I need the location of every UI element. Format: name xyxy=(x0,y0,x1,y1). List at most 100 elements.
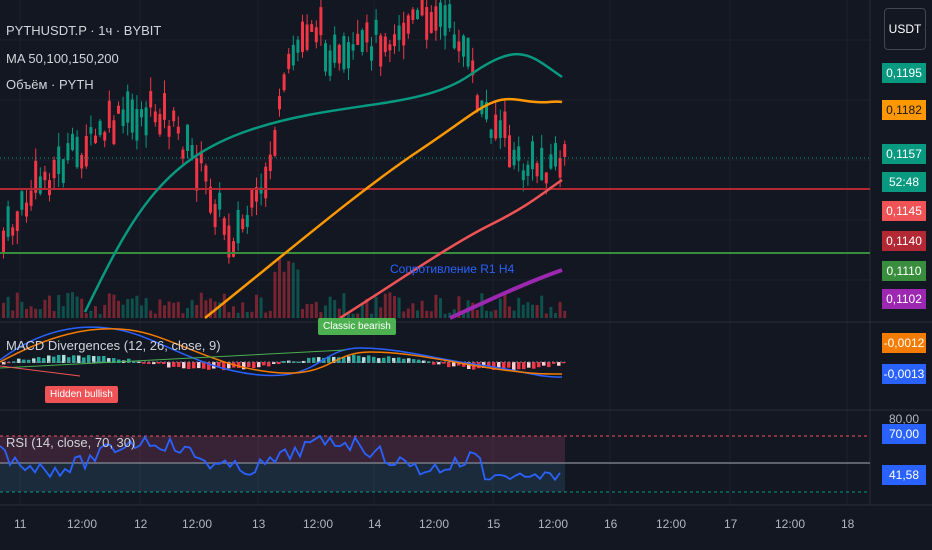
macd-histogram-bar xyxy=(542,362,546,366)
volume-bar xyxy=(107,293,111,318)
candle xyxy=(48,180,51,196)
candle xyxy=(411,9,415,21)
price-badge: 0,1110 xyxy=(882,261,926,281)
candle xyxy=(397,25,401,40)
macd-histogram-bar xyxy=(42,358,46,363)
macd-histogram-bar xyxy=(192,362,196,369)
candle xyxy=(52,159,56,179)
candle xyxy=(296,39,300,53)
candle xyxy=(43,171,47,181)
volume-legend[interactable]: Объём · PYTH xyxy=(6,77,94,92)
candle xyxy=(204,165,208,182)
candle xyxy=(439,2,442,27)
volume-bar xyxy=(227,312,231,318)
candle xyxy=(218,192,222,210)
candle xyxy=(38,176,42,194)
macd-histogram-bar xyxy=(347,356,351,363)
volume-bar xyxy=(259,297,263,318)
candle xyxy=(107,100,111,128)
macd-legend[interactable]: MACD Divergences (12, 26, close, 9) xyxy=(6,338,221,353)
candle xyxy=(291,44,295,66)
rsi-overbought-zone xyxy=(0,436,565,463)
macd-histogram-bar xyxy=(272,362,276,364)
time-axis-label: 12 xyxy=(134,517,148,531)
price-badge: 0,1182 xyxy=(882,100,926,120)
macd-histogram-bar xyxy=(62,354,66,363)
macd-histogram-bar xyxy=(102,355,106,363)
volume-bar xyxy=(457,296,461,318)
macd-histogram-bar xyxy=(137,361,141,363)
volume-bar xyxy=(342,293,346,318)
time-axis-label: 12:00 xyxy=(182,517,213,531)
volume-bar xyxy=(282,271,286,318)
candle xyxy=(195,158,199,191)
macd-histogram-bar xyxy=(382,357,386,363)
classic-bearish-label: Classic bearish xyxy=(318,318,396,335)
ma-legend[interactable]: MA 50,100,150,200 xyxy=(6,51,119,66)
macd-histogram-bar xyxy=(487,362,491,369)
macd-histogram-bar xyxy=(362,357,366,363)
candle xyxy=(498,120,502,138)
volume-bar xyxy=(356,313,360,318)
candle xyxy=(278,96,281,110)
candle xyxy=(57,146,61,174)
candle xyxy=(351,44,355,51)
volume-bar xyxy=(517,297,521,318)
volume-bar xyxy=(563,310,567,318)
macd-histogram-bar xyxy=(387,356,391,363)
macd-histogram-bar xyxy=(562,362,566,364)
candle xyxy=(328,50,332,76)
volume-bar xyxy=(15,292,19,318)
candle xyxy=(149,91,153,108)
volume-bar xyxy=(75,296,79,318)
macd-histogram-bar xyxy=(157,362,161,364)
macd-histogram-bar xyxy=(352,354,356,363)
candle xyxy=(89,127,93,134)
macd-histogram-bar xyxy=(367,355,371,363)
macd-histogram-bar xyxy=(442,362,446,364)
candle xyxy=(360,30,364,52)
macd-histogram-bar xyxy=(452,362,456,367)
symbol-legend[interactable]: PYTHUSDT.P · 1ч · BYBIT xyxy=(6,23,162,38)
macd-histogram-bar xyxy=(337,357,341,363)
volume-bar xyxy=(319,312,323,318)
volume-bar xyxy=(429,311,433,318)
candle xyxy=(402,22,406,46)
volume-bar xyxy=(540,295,544,318)
volume-bar xyxy=(255,294,258,318)
volume-bar xyxy=(103,304,107,318)
volume-bar xyxy=(20,301,24,318)
volume-bar xyxy=(324,305,327,318)
time-axis-label: 12:00 xyxy=(538,517,569,531)
candle xyxy=(273,130,277,156)
hidden-bullish-label: Hidden bullish xyxy=(45,386,118,403)
candle xyxy=(489,129,493,138)
macd-histogram-bar xyxy=(147,362,151,364)
volume-bar xyxy=(471,302,475,318)
candle xyxy=(503,111,507,138)
volume-bar xyxy=(558,302,562,318)
candle xyxy=(117,105,120,114)
macd-histogram-bar xyxy=(547,362,551,368)
macd-histogram-bar xyxy=(317,357,321,363)
volume-bar xyxy=(25,308,28,318)
volume-bar xyxy=(554,312,557,318)
macd-histogram-bar xyxy=(72,355,76,363)
volume-bar xyxy=(314,301,318,318)
ma200-line xyxy=(449,268,563,320)
macd-histogram-bar xyxy=(172,362,176,367)
volume-bar xyxy=(66,292,70,318)
time-axis-label: 12:00 xyxy=(303,517,334,531)
candle xyxy=(66,143,70,161)
rsi-legend[interactable]: RSI (14, close, 70, 30) xyxy=(6,435,136,450)
candle xyxy=(140,109,143,118)
time-axis-label: 18 xyxy=(841,517,855,531)
volume-bar xyxy=(167,301,171,318)
macd-histogram-bar xyxy=(27,359,31,363)
currency-button[interactable]: USDT xyxy=(884,8,926,50)
candle xyxy=(512,149,516,166)
macd-histogram-bar xyxy=(322,357,326,363)
volume-bar xyxy=(475,310,479,318)
volume-bar xyxy=(278,258,281,318)
